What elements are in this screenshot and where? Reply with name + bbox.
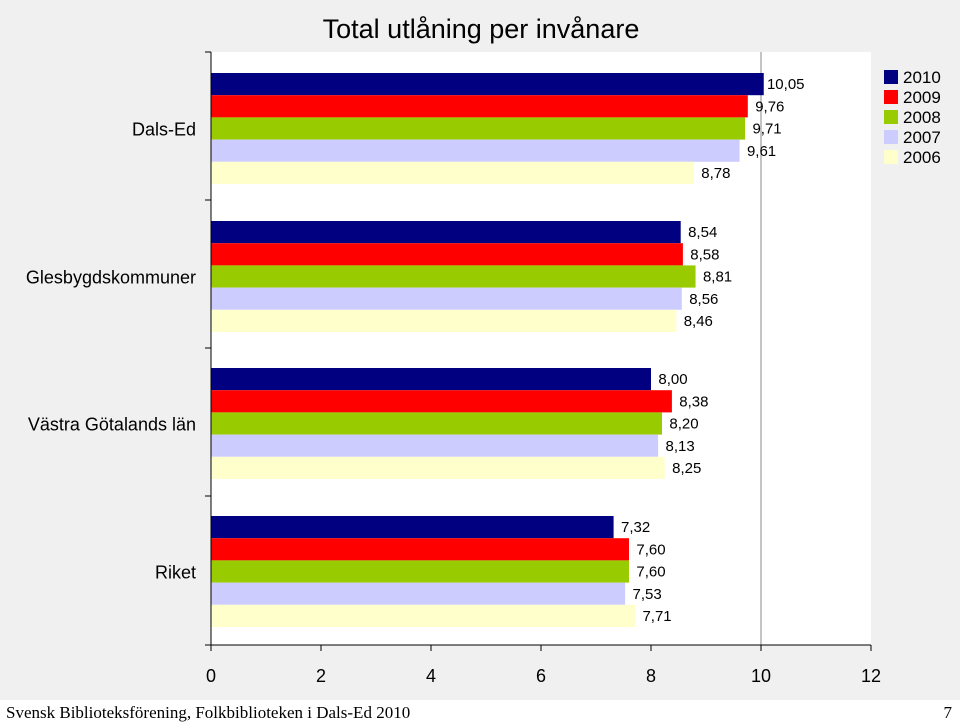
data-label: 8,20: [669, 416, 698, 433]
chart-title: Total utlåning per invånare: [323, 14, 640, 44]
x-tick-label: 8: [646, 666, 656, 686]
category-label: Riket: [155, 563, 196, 583]
bar: [211, 582, 626, 605]
data-label: 9,61: [747, 143, 776, 160]
category-label: Dals-Ed: [132, 120, 196, 140]
data-label: 9,76: [755, 98, 784, 115]
legend-swatch: [884, 130, 898, 144]
legend-swatch: [884, 90, 898, 104]
data-label: 8,58: [690, 246, 719, 263]
bar: [211, 560, 629, 583]
data-label: 8,81: [703, 269, 732, 286]
bar: [211, 221, 681, 244]
data-label: 7,53: [633, 586, 662, 603]
x-tick-label: 10: [751, 666, 771, 686]
x-tick-label: 12: [861, 666, 881, 686]
data-label: 7,71: [642, 608, 671, 625]
data-label: 7,60: [636, 541, 665, 558]
bar: [211, 117, 746, 140]
data-label: 8,38: [679, 393, 708, 410]
bar: [211, 538, 629, 561]
x-tick-label: 4: [426, 666, 436, 686]
bar: [211, 368, 651, 391]
data-label: 9,71: [752, 121, 781, 138]
data-label: 8,00: [658, 371, 687, 388]
bar: [211, 73, 764, 96]
data-label: 8,78: [701, 165, 730, 182]
bar: [211, 95, 748, 118]
bar: [211, 434, 659, 457]
legend-label: 2010: [903, 68, 941, 87]
legend-label: 2009: [903, 88, 941, 107]
data-label: 8,13: [666, 438, 695, 455]
data-label: 8,54: [688, 224, 717, 241]
bar: [211, 243, 683, 266]
x-tick-label: 2: [316, 666, 326, 686]
bar: [211, 309, 677, 332]
category-label: Glesbygdskommuner: [26, 268, 196, 288]
data-label: 7,32: [621, 519, 650, 536]
x-tick-label: 0: [206, 666, 216, 686]
legend-label: 2008: [903, 108, 941, 127]
data-label: 10,05: [767, 76, 805, 93]
x-tick-label: 6: [536, 666, 546, 686]
bar: [211, 139, 740, 162]
chart-area: Total utlåning per invånare Dals-Ed 10,05 9…: [0, 0, 960, 700]
bar: [211, 161, 694, 184]
legend-label: 2007: [903, 128, 941, 147]
bar: [211, 412, 662, 435]
page-number: 7: [943, 703, 953, 722]
bar: [211, 390, 672, 413]
category-label: Västra Götalands län: [28, 415, 196, 435]
bar: [211, 516, 614, 539]
footer: Svensk Biblioteksförening, Folkbibliotek…: [0, 700, 960, 725]
legend-swatch: [884, 110, 898, 124]
data-label: 7,60: [636, 564, 665, 581]
bar: [211, 287, 682, 310]
legend-swatch: [884, 70, 898, 84]
data-label: 8,25: [672, 460, 701, 477]
bar: [211, 604, 636, 627]
legend-label: 2006: [903, 148, 941, 167]
data-label: 8,46: [684, 313, 713, 330]
bar: [211, 456, 665, 479]
legend-swatch: [884, 150, 898, 164]
footer-source: Svensk Biblioteksförening, Folkbibliotek…: [6, 703, 411, 722]
bar-chart: Total utlåning per invånare Dals-Ed 10,05 9…: [26, 14, 941, 686]
data-label: 8,56: [689, 291, 718, 308]
bar: [211, 265, 696, 288]
